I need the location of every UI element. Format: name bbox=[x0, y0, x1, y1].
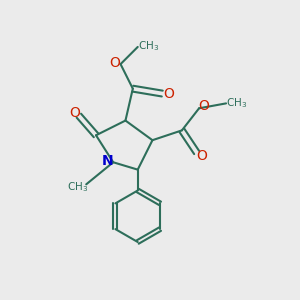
Text: O: O bbox=[70, 106, 81, 120]
Text: CH$_3$: CH$_3$ bbox=[138, 39, 159, 52]
Text: O: O bbox=[163, 87, 174, 100]
Text: N: N bbox=[102, 154, 114, 168]
Text: CH$_3$: CH$_3$ bbox=[226, 97, 248, 110]
Text: O: O bbox=[196, 149, 207, 163]
Text: O: O bbox=[110, 56, 121, 70]
Text: O: O bbox=[199, 99, 209, 113]
Text: CH$_3$: CH$_3$ bbox=[67, 180, 88, 194]
